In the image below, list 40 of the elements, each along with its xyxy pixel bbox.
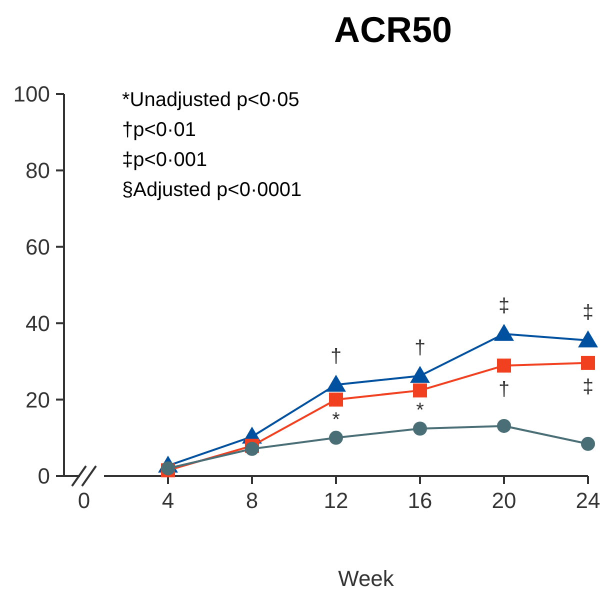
point <box>578 330 598 348</box>
x-tick-label: 24 <box>576 488 600 513</box>
x-tick-label: 0 <box>78 488 90 513</box>
point <box>581 356 595 370</box>
point <box>413 422 427 436</box>
x-tick-label: 4 <box>162 488 174 513</box>
point <box>494 324 514 341</box>
point <box>497 358 511 373</box>
x-tick-label: 12 <box>324 488 348 513</box>
point <box>410 366 430 383</box>
annotation: ‡ <box>498 294 510 317</box>
annotation: *Unadjusted p<0·05 <box>122 89 300 111</box>
annotation: ‡ <box>582 376 594 398</box>
x-tick-label: 16 <box>408 488 432 513</box>
y-tick-label: 100 <box>13 82 50 107</box>
point <box>245 442 259 456</box>
point <box>326 374 346 392</box>
y-tick-label: 80 <box>26 158 50 184</box>
annotation: * <box>416 400 424 422</box>
y-tick-label: 40 <box>26 310 50 336</box>
annotation: ‡p<0·001 <box>122 149 208 171</box>
y-tick-label: 60 <box>26 234 50 260</box>
annotation: §Adjusted p<0·0001 <box>122 179 302 201</box>
annotation: † <box>330 346 342 368</box>
point <box>329 392 343 407</box>
annotation: † <box>498 378 510 401</box>
x-tick-label: 20 <box>492 488 516 513</box>
x-tick-label: 8 <box>246 488 258 513</box>
x-axis-title: Week <box>338 566 395 591</box>
y-tick-label: 0 <box>38 464 50 489</box>
chart-title: ACR50 <box>334 9 452 50</box>
annotation: ‡ <box>582 301 594 324</box>
annotation: † <box>414 336 426 359</box>
point <box>329 430 343 445</box>
point <box>497 418 511 433</box>
y-tick-label: 20 <box>26 387 50 412</box>
annotation: * <box>332 408 340 431</box>
annotation: †p<0·01 <box>122 119 196 141</box>
point <box>581 436 595 451</box>
point <box>413 383 427 398</box>
